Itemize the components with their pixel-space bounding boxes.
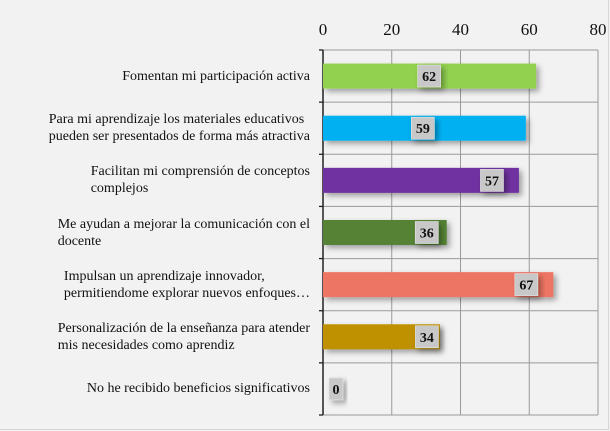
- category-label-line: Me ayudan a mejorar la comunicación con …: [57, 216, 310, 232]
- data-label-box: [411, 116, 435, 140]
- category-label: No he recibido beneficios significativos: [87, 380, 310, 397]
- category-label-line: pueden ser presentados de forma más atra…: [48, 129, 310, 145]
- data-label-box: [328, 377, 344, 401]
- category-label: Facilitan mi comprensión de conceptos com…: [91, 163, 310, 197]
- category-label: Personalización de la enseñanza para ate…: [58, 320, 310, 354]
- data-label: 67: [519, 279, 533, 294]
- category-label-line: Para mi aprendizaje los materiales educa…: [48, 112, 305, 128]
- category-label: Me ayudan a mejorar la comunicación con …: [58, 216, 310, 250]
- category-label-line: mis necesidades como aprendiz: [57, 337, 235, 353]
- data-label: 0: [333, 383, 340, 398]
- data-label: 36: [420, 227, 434, 242]
- data-label: 62: [422, 70, 436, 85]
- category-label-line: Impulsan un aprendizaje innovador,: [63, 268, 265, 284]
- x-tick-label: 60: [521, 20, 538, 39]
- x-tick-label: 20: [383, 20, 400, 39]
- x-tick-label: 40: [452, 20, 469, 39]
- category-label-line: permitiendome explorar nuevos enfoques…: [63, 285, 310, 301]
- category-label-line: docente: [57, 233, 102, 249]
- category-label-line: Facilitan mi comprensión de conceptos: [90, 164, 310, 180]
- category-label-line: complejos: [90, 181, 149, 197]
- data-label: 34: [420, 331, 434, 346]
- data-label-box: [480, 169, 504, 192]
- data-label-box: [415, 325, 439, 349]
- data-label-box: [414, 221, 439, 244]
- category-label-line: Personalización de la enseñanza para ate…: [57, 320, 310, 336]
- category-label-line: Fomentan mi participación activa: [122, 68, 310, 84]
- category-label: Impulsan un aprendizaje innovador, permit…: [64, 268, 310, 302]
- data-label-box: [514, 273, 539, 296]
- category-label: Para mi aprendizaje los materiales educa…: [49, 111, 310, 145]
- data-label: 59: [416, 122, 430, 137]
- x-tick-label: 80: [590, 20, 607, 39]
- x-tick-label: 0: [319, 20, 328, 39]
- data-label: 57: [485, 174, 499, 189]
- data-label-box: [417, 64, 441, 88]
- category-label: Fomentan mi participación activa: [122, 68, 310, 85]
- category-label-line: No he recibido beneficios significativos: [86, 381, 310, 397]
